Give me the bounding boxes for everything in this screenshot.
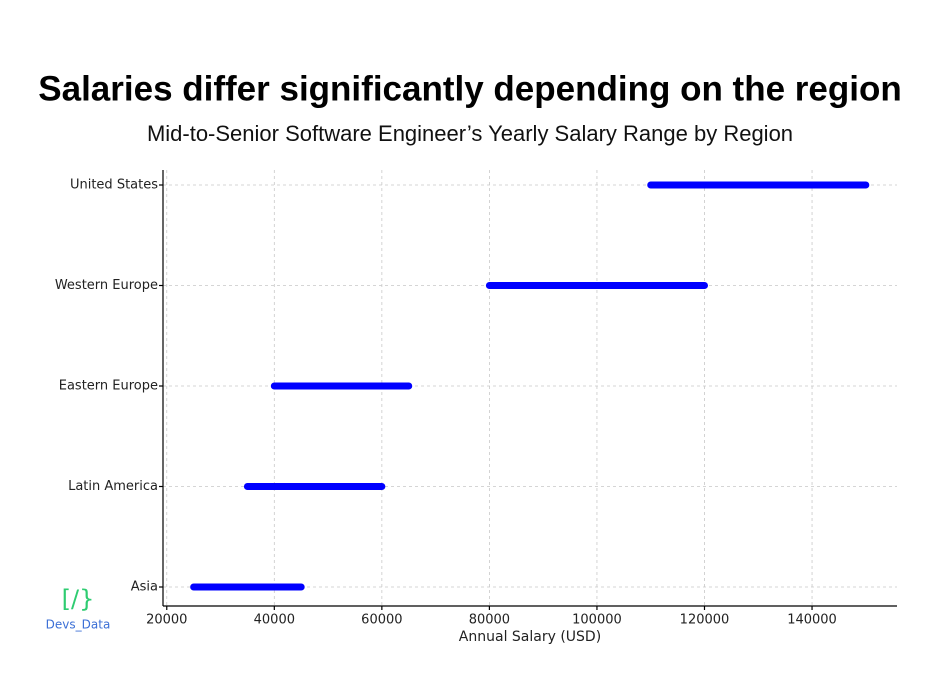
x-tick-label: 60000 [361, 613, 402, 628]
y-tick-label: Latin America [68, 479, 158, 494]
logo-text: Devs_Data [46, 618, 111, 632]
y-tick-label: Asia [131, 580, 158, 595]
y-tick-label: United States [70, 178, 158, 193]
x-tick-label: 20000 [146, 613, 187, 628]
x-tick-label: 100000 [572, 613, 622, 628]
y-tick-label: Western Europe [55, 278, 158, 293]
x-tick-label: 80000 [469, 613, 510, 628]
x-tick-label: 140000 [787, 613, 837, 628]
logo-icon: [/} [62, 585, 95, 613]
x-tick-label: 40000 [254, 613, 295, 628]
x-axis-label: Annual Salary (USD) [459, 629, 601, 645]
chart-subtitle: Mid-to-Senior Software Engineer’s Yearly… [147, 121, 793, 146]
x-tick-label: 120000 [680, 613, 730, 628]
chart-title: Salaries differ significantly depending … [38, 69, 901, 108]
y-tick-label: Eastern Europe [59, 379, 158, 394]
